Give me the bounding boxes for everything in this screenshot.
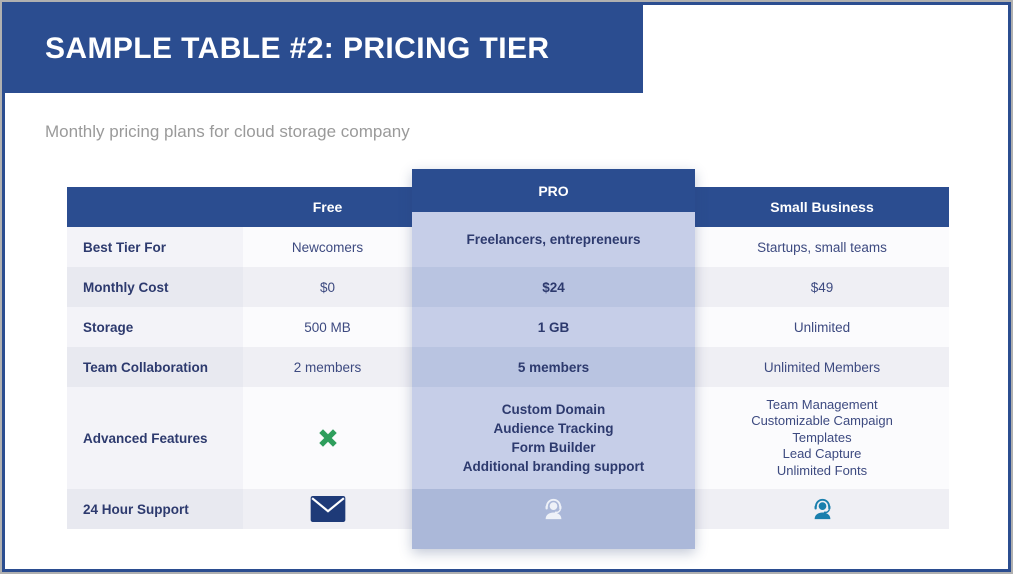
row-label-team-collaboration: Team Collaboration bbox=[67, 347, 243, 387]
column-header-small-business: Small Business bbox=[695, 187, 949, 227]
cell-pro-advanced-features: Custom Domain Audience Tracking Form Bui… bbox=[412, 387, 695, 489]
page-title: SAMPLE TABLE #2: PRICING TIER bbox=[45, 32, 550, 65]
column-header-pro: PRO bbox=[412, 169, 695, 212]
cell-small-business-storage: Unlimited bbox=[695, 307, 949, 347]
cell-small-business-best-tier: Startups, small teams bbox=[695, 227, 949, 267]
advanced-feature-line: Customizable Campaign Templates bbox=[751, 413, 893, 445]
advanced-feature-line: Unlimited Fonts bbox=[776, 462, 868, 478]
row-label-support: 24 Hour Support bbox=[67, 489, 243, 529]
column-header-free: Free bbox=[243, 187, 412, 227]
cell-free-storage: 500 MB bbox=[243, 307, 412, 347]
cell-small-business-support bbox=[695, 489, 949, 529]
cell-pro-team-collaboration: 5 members bbox=[412, 347, 695, 387]
support-agent-icon bbox=[809, 496, 836, 523]
column-header-blank bbox=[67, 187, 243, 227]
row-label-storage: Storage bbox=[67, 307, 243, 347]
advanced-feature-line: Custom Domain bbox=[501, 401, 606, 417]
cell-small-business-team-collaboration: Unlimited Members bbox=[695, 347, 949, 387]
pro-column: PRO Freelancers, entrepreneurs $24 1 GB … bbox=[412, 169, 695, 549]
title-banner: SAMPLE TABLE #2: PRICING TIER bbox=[5, 5, 643, 93]
cell-free-support bbox=[243, 489, 412, 529]
advanced-feature-line: Team Management bbox=[766, 396, 878, 412]
row-label-best-tier: Best Tier For bbox=[67, 227, 243, 267]
cell-free-best-tier: Newcomers bbox=[243, 227, 412, 267]
advanced-feature-line: Audience Tracking bbox=[493, 420, 614, 436]
support-agent-icon bbox=[540, 496, 567, 523]
pricing-table: Free Small Business Best Tier For Newcom… bbox=[67, 169, 949, 549]
advanced-feature-line: Lead Capture bbox=[782, 446, 862, 462]
cell-free-monthly-cost: $0 bbox=[243, 267, 412, 307]
pro-column-footer bbox=[412, 529, 695, 549]
page-subtitle: Monthly pricing plans for cloud storage … bbox=[45, 122, 410, 141]
cell-pro-storage: 1 GB bbox=[412, 307, 695, 347]
cell-free-advanced-features bbox=[243, 387, 412, 489]
cell-pro-monthly-cost: $24 bbox=[412, 267, 695, 307]
advanced-feature-line: Form Builder bbox=[511, 440, 596, 455]
x-mark-icon bbox=[313, 423, 343, 453]
advanced-feature-line: Additional branding support bbox=[462, 459, 645, 475]
row-label-advanced-features: Advanced Features bbox=[67, 387, 243, 489]
cell-pro-support bbox=[412, 489, 695, 529]
cell-small-business-monthly-cost: $49 bbox=[695, 267, 949, 307]
cell-free-team-collaboration: 2 members bbox=[243, 347, 412, 387]
envelope-icon bbox=[310, 496, 346, 522]
cell-small-business-advanced-features: Team Management Customizable Campaign Te… bbox=[695, 387, 949, 489]
row-label-monthly-cost: Monthly Cost bbox=[67, 267, 243, 307]
cell-pro-best-tier: Freelancers, entrepreneurs bbox=[412, 212, 695, 267]
